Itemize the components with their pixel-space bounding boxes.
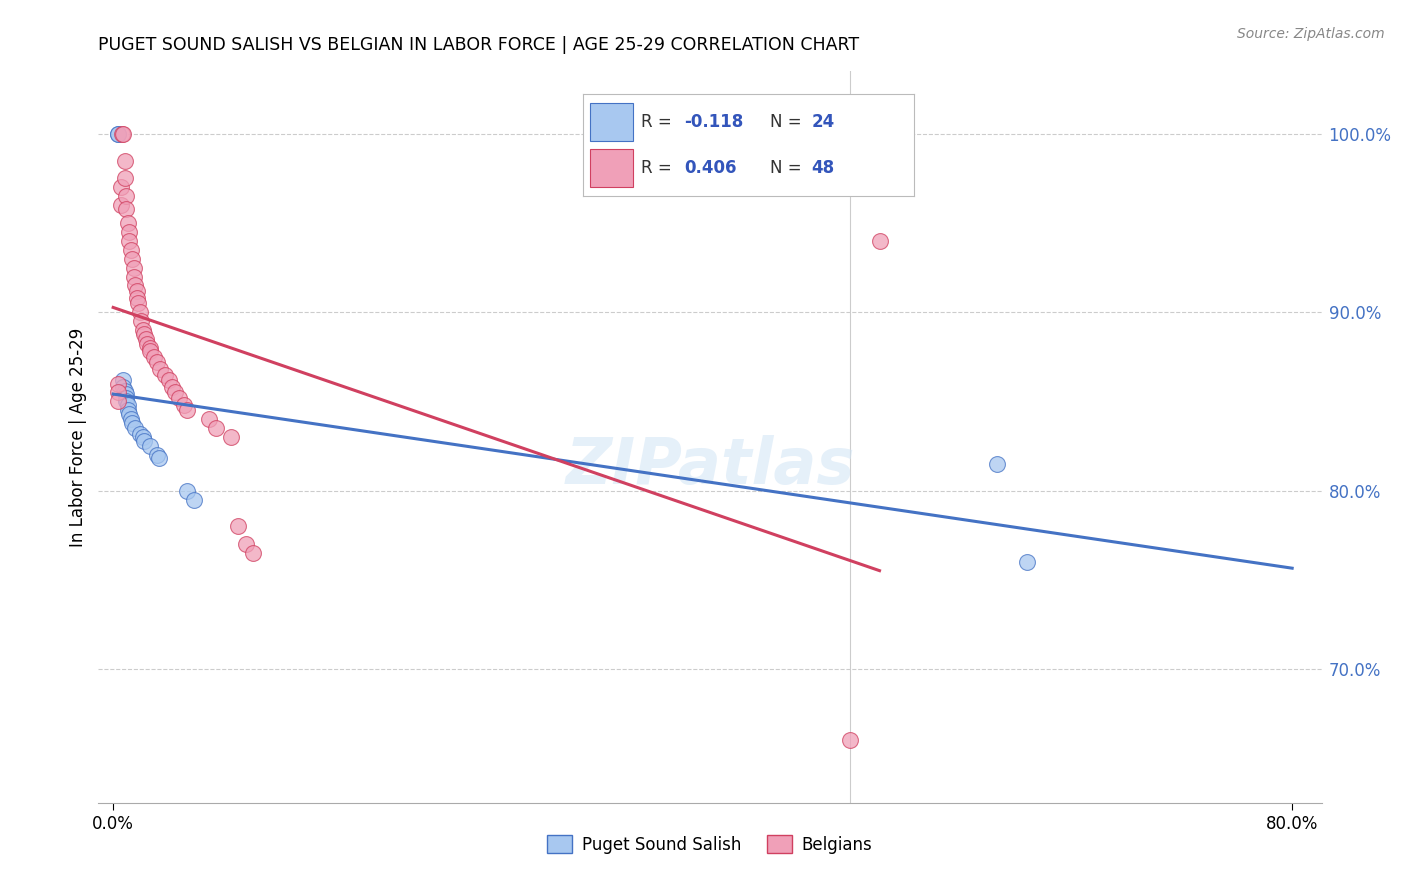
Text: N =: N = bbox=[770, 113, 807, 131]
FancyBboxPatch shape bbox=[591, 103, 633, 141]
Point bbox=[118, 407, 141, 421]
FancyBboxPatch shape bbox=[591, 149, 633, 187]
Point bbox=[169, 391, 191, 405]
Point bbox=[117, 216, 139, 230]
Point bbox=[136, 337, 159, 351]
Point bbox=[157, 373, 180, 387]
Point bbox=[112, 373, 135, 387]
Text: 0.406: 0.406 bbox=[685, 159, 737, 177]
Point bbox=[125, 291, 148, 305]
Point bbox=[1015, 555, 1038, 569]
Point bbox=[160, 380, 183, 394]
Point bbox=[107, 127, 129, 141]
Point bbox=[205, 421, 228, 435]
Point bbox=[107, 385, 129, 400]
Point bbox=[114, 153, 136, 168]
Point bbox=[149, 362, 172, 376]
Point bbox=[219, 430, 242, 444]
Text: N =: N = bbox=[770, 159, 807, 177]
Point bbox=[139, 344, 162, 359]
Point bbox=[176, 403, 198, 417]
Point bbox=[107, 376, 129, 391]
Point bbox=[198, 412, 221, 426]
Point bbox=[128, 305, 150, 319]
Point bbox=[125, 284, 148, 298]
Point bbox=[139, 439, 162, 453]
Text: 48: 48 bbox=[811, 159, 835, 177]
Point bbox=[165, 385, 187, 400]
Point bbox=[117, 398, 139, 412]
Point bbox=[986, 457, 1008, 471]
Point bbox=[242, 546, 264, 560]
Point bbox=[107, 127, 129, 141]
Point bbox=[114, 384, 136, 398]
Point bbox=[121, 252, 143, 266]
Point bbox=[122, 260, 145, 275]
Point bbox=[122, 269, 145, 284]
Point bbox=[112, 380, 135, 394]
Point bbox=[869, 234, 891, 248]
Y-axis label: In Labor Force | Age 25-29: In Labor Force | Age 25-29 bbox=[69, 327, 87, 547]
Point bbox=[124, 421, 146, 435]
Text: ZIPatlas: ZIPatlas bbox=[565, 435, 855, 498]
Point bbox=[115, 387, 138, 401]
Text: -0.118: -0.118 bbox=[685, 113, 744, 131]
Point bbox=[235, 537, 257, 551]
Point bbox=[131, 323, 153, 337]
Point bbox=[153, 368, 176, 382]
Point bbox=[131, 430, 153, 444]
Point bbox=[228, 519, 250, 533]
Point bbox=[120, 243, 142, 257]
Point bbox=[124, 278, 146, 293]
Legend: Puget Sound Salish, Belgians: Puget Sound Salish, Belgians bbox=[541, 829, 879, 860]
Point bbox=[143, 350, 166, 364]
Point bbox=[115, 202, 138, 216]
Point bbox=[135, 332, 157, 346]
Point bbox=[110, 180, 132, 194]
Point bbox=[120, 412, 142, 426]
Point bbox=[139, 341, 162, 355]
Point bbox=[118, 225, 141, 239]
Text: R =: R = bbox=[641, 113, 678, 131]
Point bbox=[839, 733, 862, 747]
Point bbox=[114, 171, 136, 186]
Point bbox=[127, 296, 149, 310]
Point bbox=[148, 451, 170, 466]
Point bbox=[146, 448, 169, 462]
Text: PUGET SOUND SALISH VS BELGIAN IN LABOR FORCE | AGE 25-29 CORRELATION CHART: PUGET SOUND SALISH VS BELGIAN IN LABOR F… bbox=[98, 36, 859, 54]
Text: 24: 24 bbox=[811, 113, 835, 131]
Point bbox=[183, 492, 205, 507]
Point bbox=[107, 394, 129, 409]
Point bbox=[110, 198, 132, 212]
Point bbox=[115, 394, 138, 409]
Point bbox=[132, 434, 155, 448]
Point bbox=[117, 403, 139, 417]
Point bbox=[129, 314, 152, 328]
Point bbox=[146, 355, 169, 369]
Point bbox=[121, 416, 143, 430]
Text: Source: ZipAtlas.com: Source: ZipAtlas.com bbox=[1237, 27, 1385, 41]
Point bbox=[115, 189, 138, 203]
Point bbox=[115, 391, 138, 405]
Point bbox=[128, 426, 150, 441]
Point bbox=[132, 326, 155, 341]
Point bbox=[118, 234, 141, 248]
Point bbox=[173, 398, 195, 412]
Point bbox=[111, 127, 134, 141]
Point bbox=[112, 127, 135, 141]
Point bbox=[176, 483, 198, 498]
Text: R =: R = bbox=[641, 159, 678, 177]
